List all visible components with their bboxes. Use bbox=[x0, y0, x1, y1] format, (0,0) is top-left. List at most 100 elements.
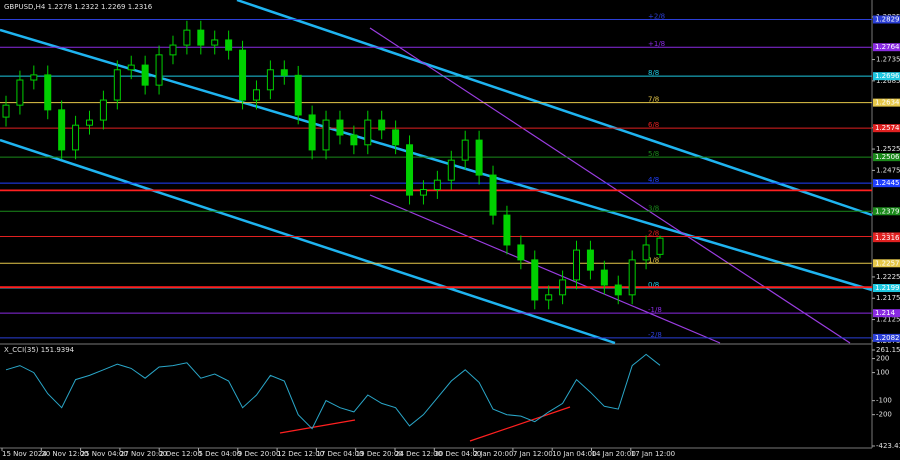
candle-body bbox=[266, 69, 274, 91]
y-tick-label: 1.2735 bbox=[876, 56, 900, 64]
candle-body bbox=[336, 119, 344, 136]
candle-body bbox=[58, 109, 66, 151]
candle-body bbox=[141, 64, 149, 86]
level-box-label: 1.2574 bbox=[875, 124, 900, 132]
level-label: 8/8 bbox=[648, 69, 659, 77]
candle-body bbox=[72, 124, 80, 151]
level-box bbox=[873, 124, 900, 133]
candle-body bbox=[545, 294, 553, 301]
candle-body bbox=[322, 119, 330, 151]
level-label: 0/8 bbox=[648, 281, 659, 289]
candle-body bbox=[252, 89, 260, 101]
price-box-label: 1.2316 bbox=[875, 234, 900, 242]
candle-body bbox=[614, 284, 622, 296]
level-label: +1/8 bbox=[648, 40, 665, 48]
y-tick-label: 1.2525 bbox=[876, 145, 900, 153]
y-tick-label: 261.1500 bbox=[876, 346, 900, 354]
level-label: 4/8 bbox=[648, 176, 659, 184]
x-tick-label: 9 Dec 20:00 bbox=[238, 450, 281, 458]
y-tick-label: 200 bbox=[876, 355, 889, 363]
x-tick-label: 20 Nov 12:00 bbox=[41, 450, 88, 458]
channel-line bbox=[236, 0, 873, 217]
cci-line bbox=[5, 353, 661, 430]
candle-body bbox=[642, 244, 650, 261]
y-tick-label: -423.4398 bbox=[876, 442, 900, 450]
x-tick-label: 19 Dec 20:00 bbox=[356, 450, 403, 458]
candle-body bbox=[600, 269, 608, 286]
divergence-line bbox=[469, 406, 571, 442]
candle-body bbox=[531, 259, 539, 301]
level-box bbox=[873, 15, 900, 24]
x-tick-label: 27 Nov 20:00 bbox=[120, 450, 167, 458]
x-tick-label: 5 Dec 04:00 bbox=[199, 450, 242, 458]
candle-body bbox=[378, 119, 386, 131]
level-box bbox=[873, 259, 900, 268]
level-box bbox=[873, 43, 900, 52]
level-label: 1/8 bbox=[648, 256, 659, 264]
level-box-label: 1.2445 bbox=[875, 179, 900, 187]
y-tick-label: 1.2175 bbox=[876, 294, 900, 302]
level-box-label: 1.2082 bbox=[875, 334, 900, 342]
candle-body bbox=[447, 159, 455, 181]
candle-body bbox=[85, 119, 93, 126]
y-tick-label: -200 bbox=[876, 411, 892, 419]
level-label: 7/8 bbox=[648, 96, 659, 104]
level-box-label: 1.2199 bbox=[875, 284, 900, 292]
level-box-label: 1.2829 bbox=[875, 15, 900, 23]
candle-body bbox=[239, 49, 247, 101]
level-box-label: 1.2257 bbox=[875, 259, 900, 267]
candle-body bbox=[294, 74, 302, 116]
candle-body bbox=[197, 29, 205, 46]
x-tick-label: 7 Jan 12:00 bbox=[513, 450, 553, 458]
candle-body bbox=[419, 189, 427, 196]
x-tick-label: 10 Jan 04:00 bbox=[552, 450, 596, 458]
level-box bbox=[873, 153, 900, 162]
level-box bbox=[873, 179, 900, 188]
divergence-line bbox=[279, 419, 356, 434]
y-tick-label: 1.2225 bbox=[876, 273, 900, 281]
price-box bbox=[873, 234, 900, 243]
x-tick-label: 25 Nov 04:00 bbox=[81, 450, 128, 458]
level-box-label: 1.2696 bbox=[875, 72, 900, 80]
candle-body bbox=[559, 279, 567, 296]
level-box-label: 1.2379 bbox=[875, 207, 900, 215]
candle-body bbox=[211, 39, 219, 46]
x-tick-label: 2 Dec 12:00 bbox=[159, 450, 202, 458]
candle-body bbox=[308, 114, 316, 151]
level-label: +2/8 bbox=[648, 12, 665, 20]
y-tick-label: 100 bbox=[876, 369, 889, 377]
candle-body bbox=[586, 249, 594, 271]
chart-title: GBPUSD,H4 1.2278 1.2322 1.2269 1.2316 bbox=[4, 3, 153, 11]
level-label: 6/8 bbox=[648, 121, 659, 129]
level-box-label: 1.2764 bbox=[875, 43, 900, 51]
channel-line bbox=[369, 194, 721, 344]
level-label: -2/8 bbox=[648, 331, 662, 339]
y-tick-label: 1.2125 bbox=[876, 316, 900, 324]
candle-body bbox=[30, 74, 38, 81]
level-box bbox=[873, 207, 900, 216]
candle-body bbox=[169, 44, 177, 56]
x-tick-label: 15 Nov 2024 bbox=[2, 450, 47, 458]
y-tick-label: 1.2475 bbox=[876, 166, 900, 174]
candle-body bbox=[573, 249, 581, 281]
x-tick-label: 12 Dec 12:00 bbox=[277, 450, 324, 458]
y-tick-label: 1.2685 bbox=[876, 77, 900, 85]
level-box bbox=[873, 98, 900, 107]
level-label: 5/8 bbox=[648, 150, 659, 158]
level-box-label: 1.214 bbox=[875, 309, 896, 317]
candle-body bbox=[183, 29, 191, 46]
candle-body bbox=[489, 174, 497, 216]
candle-body bbox=[406, 144, 414, 196]
candle-body bbox=[99, 99, 107, 121]
indicator-title: X_CCI(35) 151.9394 bbox=[4, 346, 75, 354]
candle-body bbox=[656, 237, 664, 255]
level-box bbox=[873, 72, 900, 81]
level-box-label: 1.2506 bbox=[875, 153, 900, 161]
level-box-label: 1.2634 bbox=[875, 99, 900, 107]
candle-body bbox=[475, 139, 483, 176]
y-tick-label: -100 bbox=[876, 397, 892, 405]
x-tick-label: 17 Dec 04:00 bbox=[316, 450, 363, 458]
level-box bbox=[873, 333, 900, 342]
candle-body bbox=[628, 259, 636, 296]
